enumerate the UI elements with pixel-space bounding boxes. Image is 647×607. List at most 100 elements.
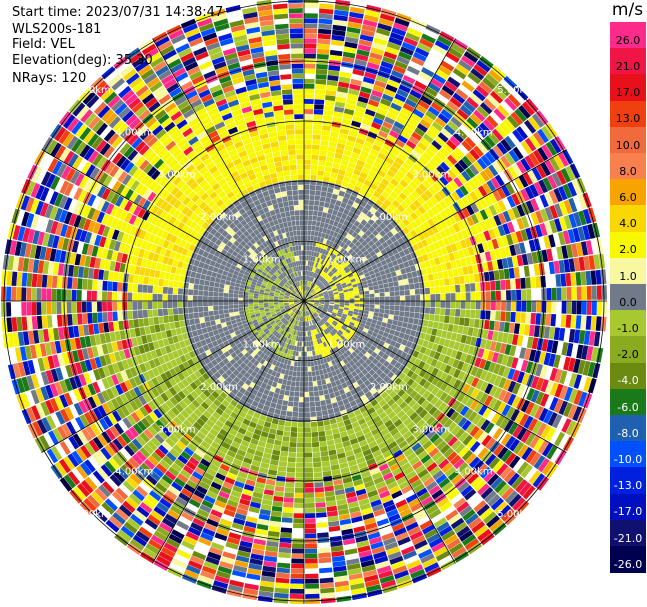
velocity-gate xyxy=(316,411,323,417)
velocity-gate xyxy=(313,236,318,242)
velocity-gate xyxy=(414,312,420,319)
velocity-gate xyxy=(418,183,428,193)
velocity-gate xyxy=(319,222,325,228)
velocity-gate xyxy=(379,222,387,230)
velocity-gate xyxy=(372,229,379,237)
velocity-gate xyxy=(328,203,335,210)
velocity-gate xyxy=(516,301,522,312)
velocity-gate xyxy=(306,346,310,352)
velocity-gate xyxy=(515,278,521,289)
velocity-gate xyxy=(396,257,403,265)
velocity-gate xyxy=(511,163,523,177)
velocity-gate xyxy=(319,577,334,584)
velocity-gate xyxy=(440,109,453,120)
velocity-gate xyxy=(356,159,366,167)
velocity-gate xyxy=(361,265,367,271)
velocity-gate xyxy=(378,237,386,245)
velocity-gate xyxy=(457,173,467,185)
velocity-gate xyxy=(339,296,345,299)
velocity-gate xyxy=(390,324,397,331)
velocity-gate xyxy=(335,0,351,7)
velocity-gate xyxy=(461,207,471,218)
velocity-gate xyxy=(484,207,493,218)
velocity-gate xyxy=(319,284,324,288)
velocity-gate xyxy=(353,169,361,176)
velocity-gate xyxy=(325,161,333,168)
velocity-gate xyxy=(332,188,340,195)
velocity-gate xyxy=(363,179,372,187)
velocity-gate xyxy=(284,492,294,498)
velocity-gate xyxy=(395,139,406,148)
velocity-gate xyxy=(560,273,567,287)
velocity-gate xyxy=(455,88,469,100)
velocity-gate xyxy=(486,180,496,192)
velocity-gate xyxy=(351,231,358,238)
velocity-gate xyxy=(317,385,323,391)
velocity-gate xyxy=(306,270,309,276)
velocity-gate xyxy=(402,226,410,235)
velocity-gate xyxy=(304,3,319,9)
velocity-gate xyxy=(321,410,329,416)
velocity-gate xyxy=(423,28,439,40)
velocity-gate xyxy=(361,118,373,126)
velocity-gate xyxy=(465,301,471,310)
velocity-gate xyxy=(307,265,310,271)
velocity-gate xyxy=(439,200,448,210)
velocity-gate xyxy=(536,164,547,179)
velocity-gate xyxy=(321,186,328,192)
velocity-gate xyxy=(388,107,400,116)
velocity-gate xyxy=(454,316,460,325)
velocity-gate xyxy=(318,436,327,442)
velocity-gate xyxy=(507,166,518,179)
velocity-gate xyxy=(286,411,293,417)
velocity-gate xyxy=(313,386,319,392)
velocity-gate xyxy=(304,134,313,140)
velocity-gate xyxy=(430,101,443,113)
velocity-gate xyxy=(361,256,368,263)
velocity-gate xyxy=(311,261,315,267)
velocity-gate xyxy=(305,578,319,584)
velocity-gate xyxy=(336,284,342,289)
velocity-gate xyxy=(456,128,468,140)
velocity-gate xyxy=(304,83,315,89)
velocity-gate xyxy=(305,553,318,559)
velocity-gate xyxy=(418,224,427,233)
velocity-gate xyxy=(394,17,410,27)
velocity-gate xyxy=(347,135,357,142)
velocity-gate xyxy=(429,314,435,321)
velocity-gate xyxy=(304,88,315,94)
velocity-gate xyxy=(318,557,332,564)
velocity-gate xyxy=(283,374,289,380)
velocity-gate xyxy=(311,159,319,165)
velocity-gate xyxy=(374,174,384,182)
velocity-gate xyxy=(304,397,310,402)
velocity-gate xyxy=(365,253,372,260)
velocity-gate xyxy=(358,154,368,163)
velocity-gate xyxy=(391,125,402,135)
velocity-gate xyxy=(427,106,440,117)
velocity-gate xyxy=(414,145,425,156)
velocity-gate xyxy=(349,305,355,309)
velocity-gate xyxy=(360,123,371,131)
velocity-gate xyxy=(304,422,311,428)
velocity-gate xyxy=(317,426,325,432)
velocity-gate xyxy=(452,92,466,104)
velocity-gate xyxy=(335,282,341,287)
velocity-gate xyxy=(308,255,311,261)
velocity-gate xyxy=(327,224,333,230)
velocity-gate xyxy=(451,191,461,202)
velocity-gate xyxy=(447,269,454,278)
velocity-gate xyxy=(321,455,330,462)
velocity-gate xyxy=(283,502,294,508)
velocity-gate xyxy=(328,258,334,264)
velocity-gate xyxy=(290,578,304,584)
velocity-gate xyxy=(384,305,390,310)
velocity-gate xyxy=(274,439,282,446)
velocity-gate xyxy=(444,207,453,217)
velocity-gate xyxy=(390,102,402,112)
velocity-gate xyxy=(316,216,322,222)
velocity-gate xyxy=(305,593,320,599)
velocity-gate xyxy=(448,47,463,59)
velocity-gate xyxy=(586,301,592,315)
velocity-gate xyxy=(334,270,340,276)
